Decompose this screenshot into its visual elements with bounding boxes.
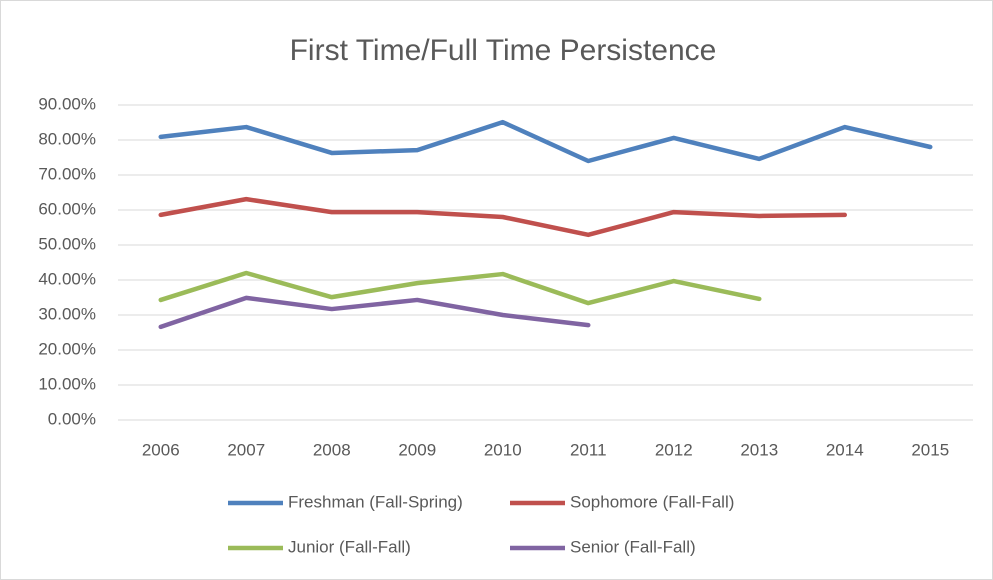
y-tick-label: 90.00% (38, 94, 96, 113)
y-tick-label: 40.00% (38, 269, 96, 288)
y-tick-label: 10.00% (38, 374, 96, 393)
legend-label: Sophomore (Fall-Fall) (570, 492, 734, 511)
x-tick-label: 2015 (911, 440, 949, 459)
y-tick-label: 30.00% (38, 304, 96, 323)
series-line (158, 196, 847, 238)
x-tick-label: 2008 (313, 440, 351, 459)
y-tick-label: 20.00% (38, 339, 96, 358)
x-tick-label: 2006 (142, 440, 180, 459)
y-tick-label: 80.00% (38, 129, 96, 148)
legend-label: Freshman (Fall-Spring) (288, 492, 463, 511)
x-tick-label: 2011 (570, 440, 607, 459)
series-line (158, 119, 933, 164)
x-tick-label: 2007 (227, 440, 265, 459)
legend-label: Senior (Fall-Fall) (570, 537, 696, 556)
chart-title: First Time/Full Time Persistence (290, 34, 717, 67)
y-tick-label: 0.00% (48, 409, 96, 428)
x-tick-label: 2014 (826, 440, 864, 459)
legend-label: Junior (Fall-Fall) (288, 537, 411, 556)
y-tick-label: 50.00% (38, 234, 96, 253)
series-line (158, 270, 762, 306)
x-tick-label: 2013 (740, 440, 778, 459)
x-tick-label: 2010 (484, 440, 522, 459)
y-tick-label: 70.00% (38, 164, 96, 183)
y-tick-label: 60.00% (38, 199, 96, 218)
x-tick-label: 2012 (655, 440, 693, 459)
x-tick-label: 2009 (398, 440, 436, 459)
series-line (158, 295, 591, 330)
